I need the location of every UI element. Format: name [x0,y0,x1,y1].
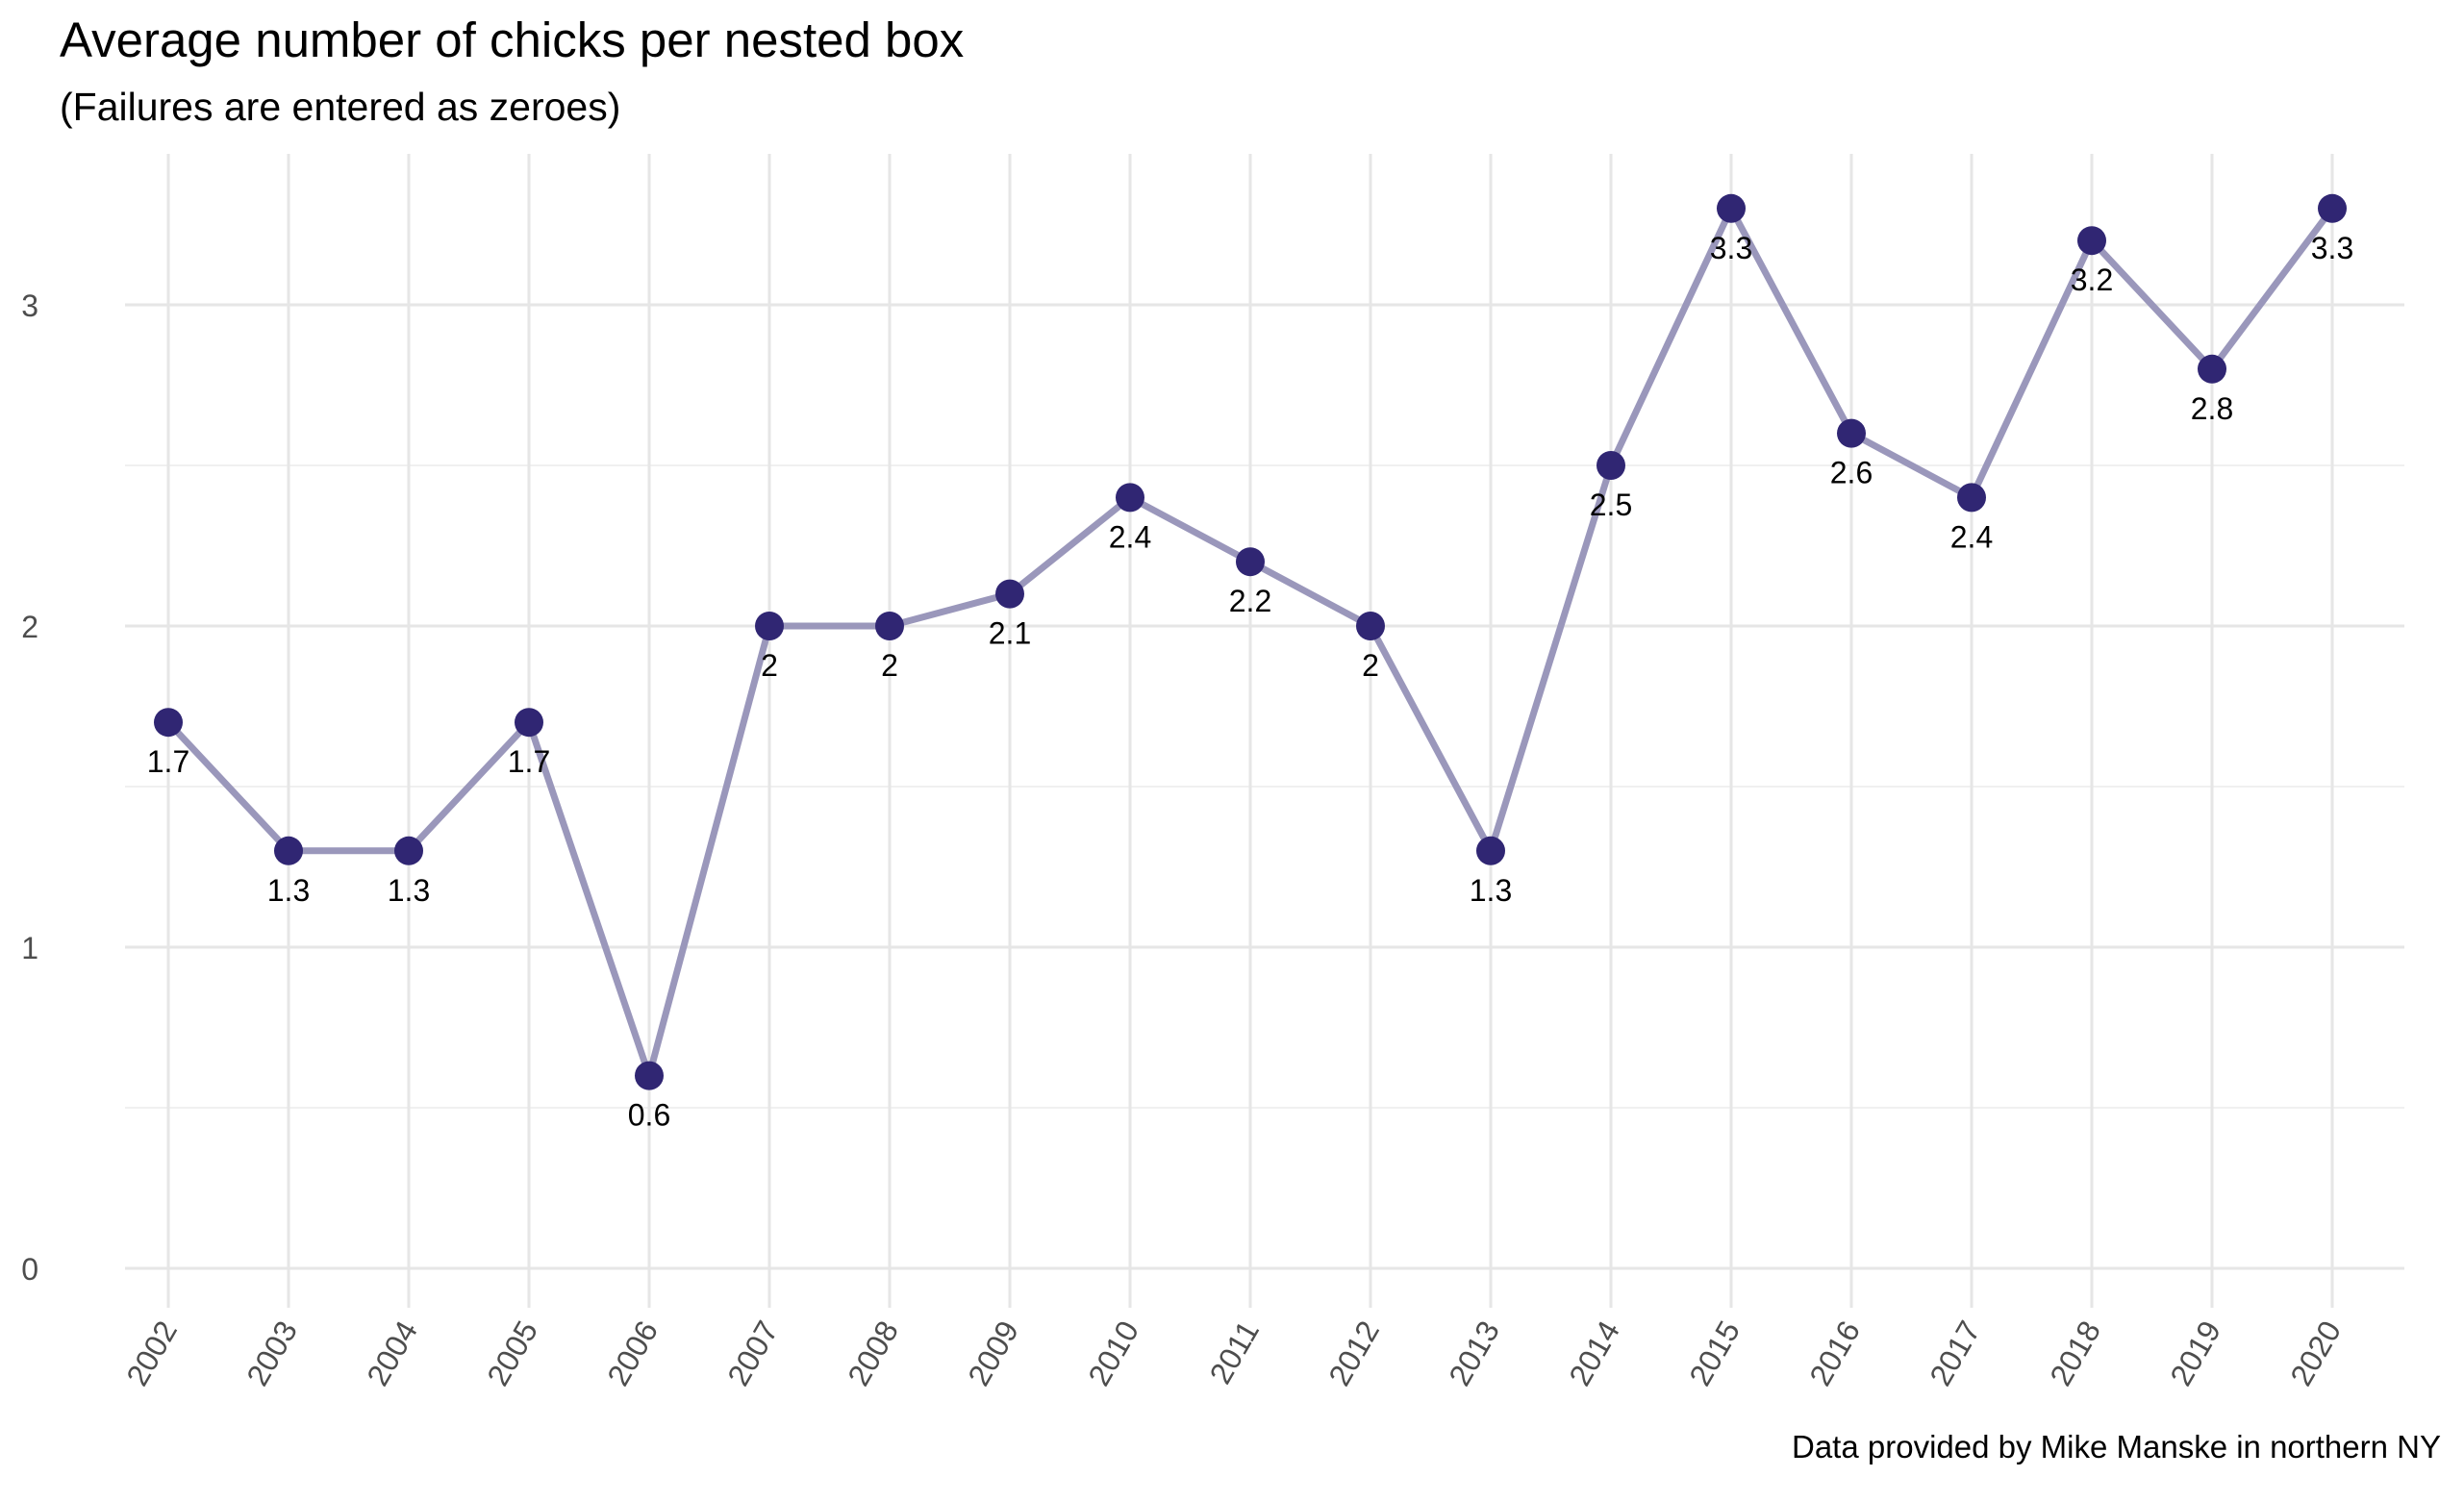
data-label: 3.3 [1710,231,1752,265]
data-label: 0.6 [628,1098,670,1133]
grid-lines [125,154,2404,1308]
data-point [515,708,543,738]
data-label: 1.3 [1470,873,1512,908]
x-tick-label: 2004 [360,1315,424,1392]
y-tick-label: 3 [21,288,38,323]
x-tick-label: 2013 [1442,1315,1506,1392]
x-tick-label: 2005 [480,1315,544,1392]
data-label: 2.4 [1950,519,1993,554]
data-point [635,1061,664,1090]
data-point [394,836,423,865]
x-tick-label: 2007 [720,1315,785,1392]
chart-title: Average number of chicks per nested box [60,13,965,67]
x-tick-label: 2015 [1682,1315,1747,1392]
data-label: 2.1 [989,616,1031,651]
data-label: 2 [1362,648,1379,683]
data-label: 2.4 [1109,519,1151,554]
data-label: 1.7 [147,744,189,779]
y-axis-ticks: 0 1 2 3 [21,288,38,1287]
data-labels: 1.7 1.3 1.3 1.7 0.6 2 2 2.1 2.4 2.2 2 1.3 2.5 3.3 2.6 2… [147,231,2353,1133]
data-label: 1.3 [388,873,430,908]
y-tick-label: 2 [21,610,38,644]
x-tick-label: 2006 [600,1315,665,1392]
data-point [1236,547,1265,577]
x-tick-label: 2020 [2283,1315,2348,1392]
data-label: 1.7 [508,744,550,779]
x-tick-label: 2012 [1321,1315,1386,1392]
data-points [154,193,2347,1090]
x-tick-label: 2003 [239,1315,304,1392]
data-point [2198,354,2226,384]
y-tick-label: 1 [21,931,38,965]
x-tick-label: 2009 [961,1315,1025,1392]
data-label: 2 [761,648,778,683]
data-point [2318,193,2347,223]
x-tick-label: 2014 [1562,1315,1626,1392]
chart-subtitle: (Failures are entered as zeroes) [60,85,621,129]
data-label: 1.3 [267,873,310,908]
data-label: 2.5 [1590,488,1632,522]
data-point [1597,451,1625,480]
x-tick-label: 2017 [1923,1315,1987,1392]
data-point [1476,836,1505,865]
data-label: 3.2 [2071,263,2113,297]
data-point [1957,483,1986,513]
x-tick-label: 2002 [119,1315,184,1392]
x-tick-label: 2019 [2163,1315,2227,1392]
x-tick-label: 2008 [841,1315,905,1392]
data-label: 2.8 [2191,391,2233,426]
x-tick-label: 2016 [1802,1315,1867,1392]
data-label: 3.3 [2311,231,2353,265]
data-point [755,612,784,640]
data-point [1837,418,1866,448]
data-point [154,708,183,738]
data-point [995,579,1024,609]
chart-caption: Data provided by Mike Manske in northern… [1792,1429,2441,1464]
data-label: 2.2 [1229,584,1271,618]
data-label: 2 [881,648,898,683]
x-tick-label: 2010 [1081,1315,1145,1392]
data-point [875,612,904,640]
data-point [274,836,303,865]
x-tick-label: 2018 [2043,1315,2107,1392]
data-point [1717,193,1746,223]
x-tick-label: 2011 [1202,1315,1266,1390]
x-axis-ticks: 2002 2003 2004 2005 2006 2007 2008 2009 2010 2011… [119,1315,2348,1392]
data-point [1116,483,1144,513]
data-label: 2.6 [1830,456,1873,490]
y-tick-label: 0 [21,1252,38,1287]
data-point [2077,226,2106,256]
data-point [1356,612,1385,640]
